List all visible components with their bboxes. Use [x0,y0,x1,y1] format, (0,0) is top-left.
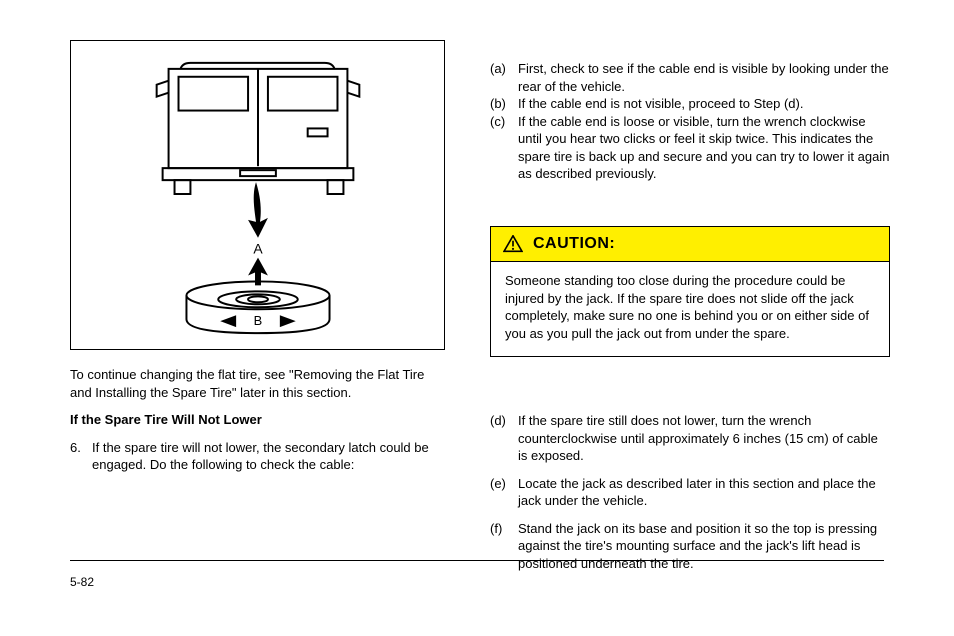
step-text: Stand the jack on its base and position … [518,520,890,573]
footer-rule [70,560,884,561]
step-a: (a) First, check to see if the cable end… [490,60,890,95]
step-num: (f) [490,520,518,573]
step-text: First, check to see if the cable end is … [518,60,890,95]
step-text: If the cable end is loose or visible, tu… [518,113,890,183]
caution-label: CAUTION: [533,235,615,253]
step-num: (d) [490,412,518,465]
after-caution-column: (d) If the spare tire still does not low… [490,412,890,572]
step-b: (b) If the cable end is not visible, pro… [490,95,890,113]
step-text: If the cable end is not visible, proceed… [518,95,803,113]
label-a: A [253,241,263,257]
caution-box: CAUTION: Someone standing too close duri… [490,226,890,357]
step-num: (c) [490,113,518,183]
manual-page: A B To continue changing the [0,0,954,636]
intro2-text: If the Spare Tire Will Not Lower [70,411,445,429]
step-text: If the spare tire still does not lower, … [518,412,890,465]
left-column: To continue changing the flat tire, see … [70,366,445,474]
step-text: If the spare tire will not lower, the se… [92,439,445,474]
step-num: (b) [490,95,518,113]
step-text: Locate the jack as described later in th… [518,475,890,510]
page-number: 5-82 [70,575,94,589]
right-column: (a) First, check to see if the cable end… [490,60,890,183]
spare-tire-figure: A B [70,40,445,350]
step-6: 6. If the spare tire will not lower, the… [70,439,445,474]
intro-text: To continue changing the flat tire, see … [70,366,445,401]
step-f: (f) Stand the jack on its base and posit… [490,520,890,573]
caution-header: CAUTION: [491,227,889,262]
step-num: (a) [490,60,518,95]
step-d: (d) If the spare tire still does not low… [490,412,890,465]
step-num: 6. [70,439,92,474]
step-num: (e) [490,475,518,510]
label-b: B [254,313,263,328]
warning-triangle-icon [503,235,523,253]
van-spare-tire-diagram: A B [71,41,444,349]
step-e: (e) Locate the jack as described later i… [490,475,890,510]
step-c: (c) If the cable end is loose or visible… [490,113,890,183]
caution-body: Someone standing too close during the pr… [491,262,889,356]
